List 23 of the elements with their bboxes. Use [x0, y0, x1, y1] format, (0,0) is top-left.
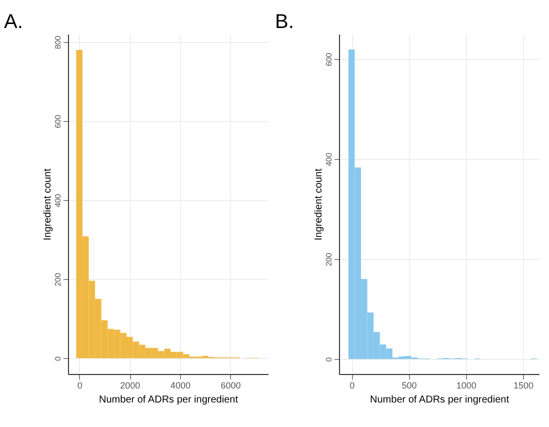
x-axis-title: Number of ADRs per ingredient	[99, 394, 238, 406]
x-tick-label: 0	[350, 380, 355, 390]
y-tick-label: 800	[54, 35, 62, 50]
y-tick-label: 0	[54, 356, 62, 361]
x-axis-title: Number of ADRs per ingredient	[370, 394, 510, 406]
x-tick-label: 0	[77, 380, 82, 390]
y-tick-label: 200	[324, 252, 334, 266]
y-tick-label: 400	[54, 193, 62, 208]
chart-title: B.	[275, 11, 294, 33]
x-tick-label: 500	[402, 380, 417, 390]
y-tick-label: 400	[324, 152, 334, 166]
y-tick-label: 600	[324, 52, 334, 66]
chart-title: A.	[4, 11, 23, 33]
x-tick-label: 1500	[513, 380, 534, 390]
x-tick-label: 2000	[120, 380, 140, 390]
y-axis-title: Ingredient count	[314, 168, 324, 240]
y-tick-label: 600	[54, 114, 62, 128]
x-tick-label: 1000	[456, 380, 476, 390]
y-tick-label: 200	[54, 272, 62, 286]
y-axis-title: Ingredient count	[42, 168, 54, 240]
x-tick-label: 4000	[170, 380, 190, 390]
x-tick-label: 6000	[220, 380, 241, 390]
y-tick-label: 0	[324, 356, 334, 362]
